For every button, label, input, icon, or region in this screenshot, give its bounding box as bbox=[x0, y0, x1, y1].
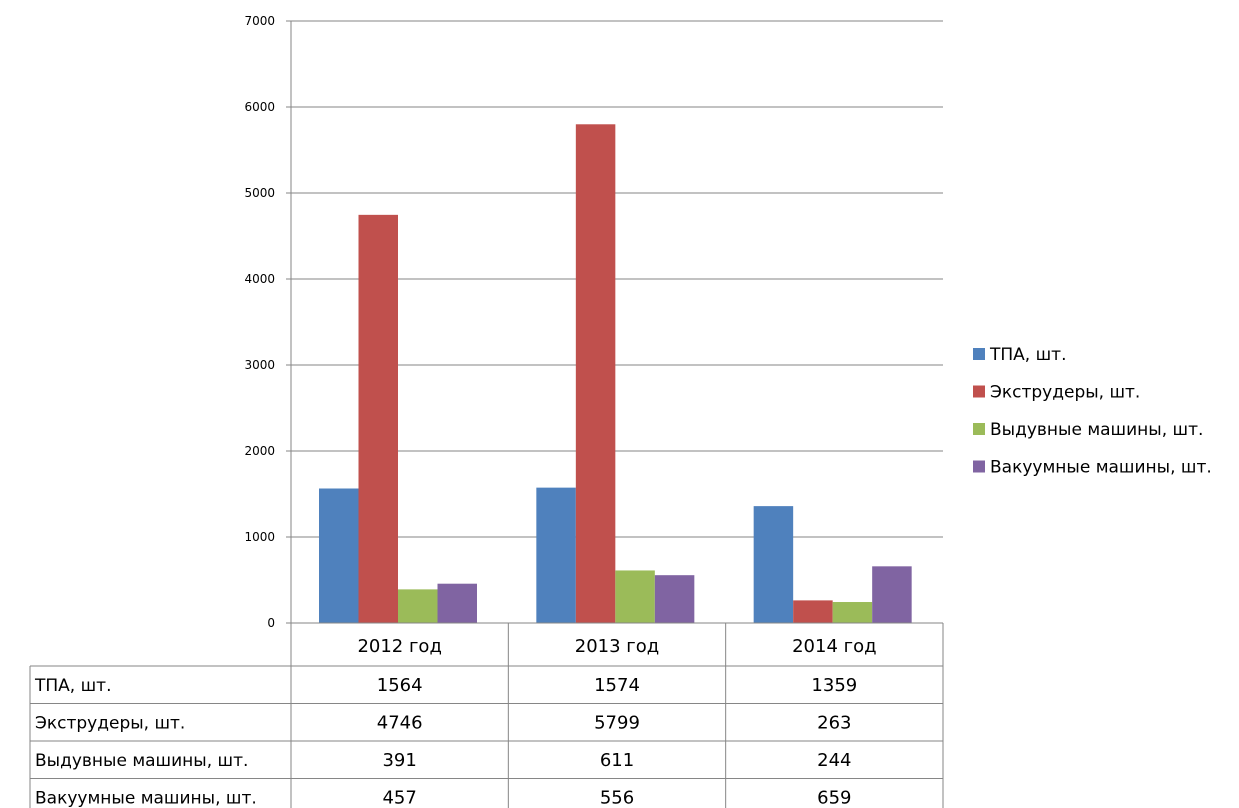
table-row-label: Выдувные машины, шт. bbox=[35, 751, 248, 771]
table-row-label: ТПА, шт. bbox=[34, 676, 111, 696]
y-tick-label: 6000 bbox=[244, 100, 275, 114]
data-table-value: 611 bbox=[600, 750, 634, 771]
legend-swatch bbox=[973, 460, 985, 473]
y-tick-label: 2000 bbox=[244, 444, 275, 458]
legend-entry: Выдувные машины, шт. bbox=[990, 420, 1203, 440]
bar bbox=[319, 488, 359, 623]
table-row-label: Вакуумные машины, шт. bbox=[35, 788, 257, 808]
y-tick-label: 1000 bbox=[244, 530, 275, 544]
table-row-label: Экструдеры, шт. bbox=[35, 713, 185, 733]
y-tick-label: 3000 bbox=[244, 358, 275, 372]
data-table-value: 391 bbox=[382, 750, 416, 771]
legend-entry: ТПА, шт. bbox=[989, 345, 1066, 365]
bar bbox=[398, 589, 438, 623]
category-label: 2014 год bbox=[792, 636, 876, 657]
legend-entry: Экструдеры, шт. bbox=[990, 383, 1140, 403]
legend-swatch bbox=[973, 348, 985, 360]
data-table-value: 659 bbox=[817, 787, 851, 808]
legend-entry: Вакуумные машины, шт. bbox=[990, 458, 1212, 478]
y-tick-label: 7000 bbox=[244, 14, 275, 28]
bar bbox=[536, 487, 576, 623]
legend-swatch bbox=[973, 385, 985, 398]
data-table-value: 1574 bbox=[594, 675, 640, 696]
category-label: 2012 год bbox=[357, 636, 441, 657]
bar bbox=[358, 214, 398, 623]
data-table-value: 263 bbox=[817, 712, 851, 733]
data-table-value: 457 bbox=[382, 787, 416, 808]
bar bbox=[615, 570, 655, 623]
bar bbox=[654, 575, 695, 623]
data-table-value: 4746 bbox=[377, 712, 423, 733]
bar bbox=[437, 583, 477, 623]
y-tick-label: 5000 bbox=[244, 186, 275, 200]
data-table-value: 1564 bbox=[377, 675, 423, 696]
bar bbox=[793, 600, 833, 623]
data-table-value: 556 bbox=[600, 787, 634, 808]
legend-swatch bbox=[973, 423, 985, 435]
y-tick-label: 0 bbox=[267, 616, 275, 630]
bar bbox=[872, 566, 912, 623]
bar bbox=[753, 506, 794, 623]
bar bbox=[575, 124, 616, 623]
category-label: 2013 год bbox=[575, 636, 659, 657]
y-tick-label: 4000 bbox=[244, 272, 275, 286]
data-table-value: 1359 bbox=[811, 675, 857, 696]
data-table-value: 244 bbox=[817, 750, 851, 771]
bar bbox=[832, 602, 873, 623]
data-table-value: 5799 bbox=[594, 712, 640, 733]
